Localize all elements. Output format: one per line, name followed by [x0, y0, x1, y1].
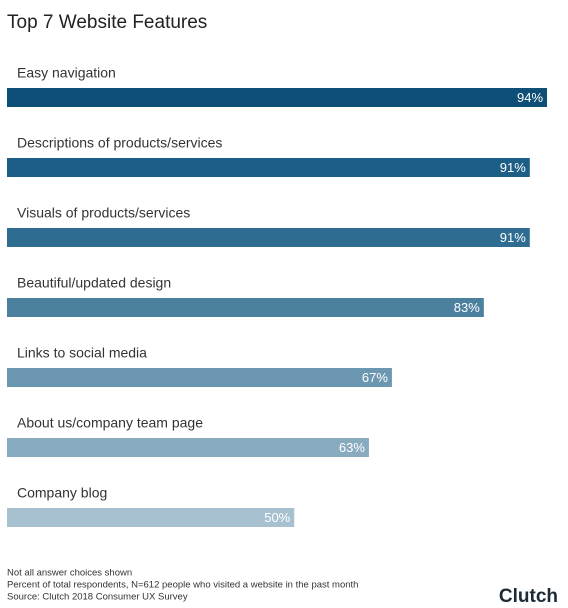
bar — [7, 88, 548, 107]
value-label: 83% — [454, 300, 480, 315]
value-label: 91% — [500, 230, 526, 245]
bar — [7, 298, 484, 317]
category-label: Visuals of products/services — [17, 205, 190, 221]
category-label: Easy navigation — [17, 65, 116, 81]
footnote: Percent of total respondents, N=612 peop… — [7, 580, 358, 591]
category-label: Beautiful/updated design — [17, 275, 171, 291]
chart-title: Top 7 Website Features — [7, 12, 207, 33]
category-label: Company blog — [17, 485, 107, 501]
bar — [7, 368, 392, 387]
brand: Clutch — [499, 586, 558, 607]
bar — [7, 158, 530, 177]
value-label: 91% — [500, 160, 526, 175]
category-label: Descriptions of products/services — [17, 135, 222, 151]
value-label: 67% — [362, 370, 388, 385]
category-label: About us/company team page — [17, 415, 203, 431]
category-label: Links to social media — [17, 345, 147, 361]
bar — [7, 508, 295, 527]
value-label: 94% — [517, 90, 543, 105]
value-label: 50% — [264, 510, 290, 525]
bar — [7, 228, 530, 247]
footnote: Not all answer choices shown — [7, 568, 132, 579]
value-label: 63% — [339, 440, 365, 455]
bar — [7, 438, 369, 457]
footnote: Source: Clutch 2018 Consumer UX Survey — [7, 592, 188, 603]
